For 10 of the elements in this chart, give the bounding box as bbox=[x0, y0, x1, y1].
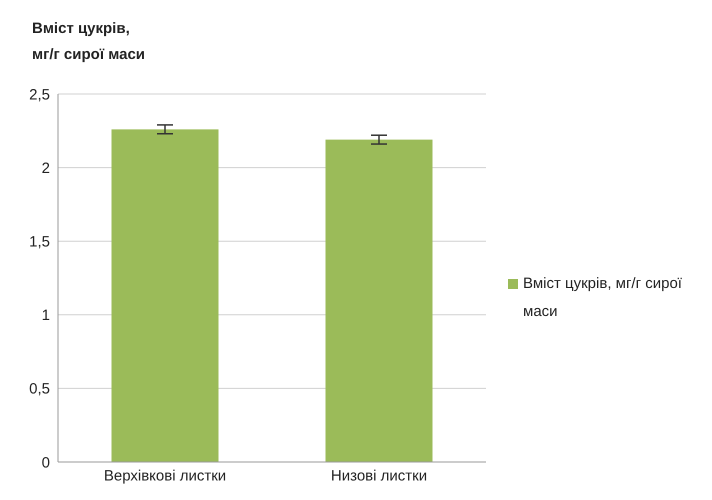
y-tick-label: 2 bbox=[42, 160, 50, 177]
y-tick-label: 2,5 bbox=[29, 86, 50, 104]
x-tick-label: Низові листки bbox=[330, 468, 428, 485]
y-axis-title: Вміст цукрів, мг/г сирої маси bbox=[32, 19, 146, 65]
y-tick-label: 1,5 bbox=[29, 234, 50, 251]
legend-label: Вміст цукрів, мг/г сирої маси bbox=[523, 274, 683, 322]
y-tick-label: 0 bbox=[42, 454, 50, 472]
y-tick-label: 1 bbox=[42, 307, 50, 324]
x-tick-label: Верхівкові листки bbox=[104, 468, 226, 485]
y-tick-label: 0,5 bbox=[29, 380, 50, 398]
